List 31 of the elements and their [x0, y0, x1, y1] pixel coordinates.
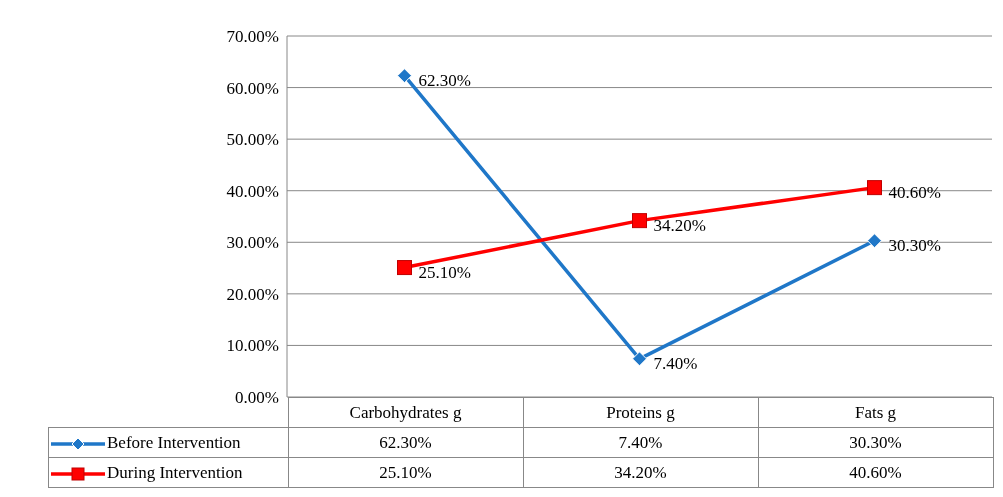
text: 25.10%	[418, 262, 471, 282]
data-label: 25.10%	[288, 457, 523, 488]
text: 34.20%	[653, 215, 706, 235]
data-label: 7.40%	[523, 427, 758, 458]
point	[397, 68, 412, 84]
y-tick-label: 70.00%	[226, 27, 279, 47]
text: 7.40%	[653, 353, 698, 373]
y-tick-label: 50.00%	[226, 130, 279, 150]
text: 40.60%	[888, 182, 941, 202]
point	[867, 180, 882, 196]
y-tick-label: 10.00%	[226, 336, 279, 356]
data-label: 62.30%	[288, 427, 523, 458]
point	[632, 351, 647, 367]
y-tick-label: 60.00%	[226, 78, 279, 98]
y-tick-label: 40.00%	[226, 181, 279, 201]
data-label: 34.20%	[523, 457, 758, 488]
x-tick-label: Carbohydrates g	[288, 397, 523, 428]
data-label: 40.60%	[758, 457, 993, 488]
point	[397, 260, 412, 276]
point	[867, 233, 882, 249]
legend-label: During Intervention	[107, 462, 243, 482]
data-label: 30.30%	[758, 427, 993, 458]
text: 30.30%	[888, 235, 941, 255]
point	[632, 213, 647, 229]
legend-label: Before Intervention	[107, 432, 241, 452]
y-tick-label: 20.00%	[226, 284, 279, 304]
y-tick-label: 0.00%	[235, 388, 279, 408]
y-tick-label: 30.00%	[226, 233, 279, 253]
x-tick-label: Fats g	[758, 397, 993, 428]
x-tick-label: Proteins g	[523, 397, 758, 428]
text: 62.30%	[418, 70, 471, 90]
